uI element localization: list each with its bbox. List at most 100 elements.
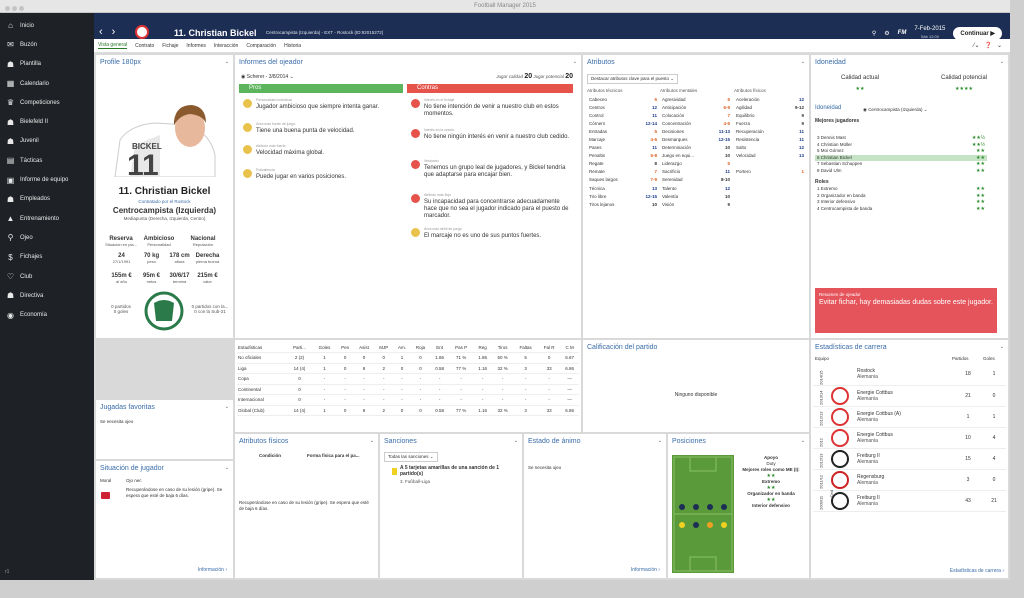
search-icon[interactable]: ⚲ [871,30,877,37]
career-link[interactable]: Estadísticas de carrera › [949,568,1004,574]
club-crest-icon[interactable] [135,25,149,39]
list-item[interactable]: 2 Organizador en banda ★★ [815,193,987,200]
stats-col[interactable]: Parti... [286,342,313,353]
fact-value: 155m € [111,273,132,279]
stats-col[interactable]: C M [560,342,579,353]
sidebar-item[interactable]: ▦ Calendario [0,74,94,93]
subnav-tools[interactable]: ⁄⌄ ❓ ⌄ [973,43,1002,49]
subnav-tab[interactable]: Informes [186,42,206,49]
table-row[interactable]: 2012/13 Freiburg II Alemania 15 4 [813,448,1006,470]
sidebar-item[interactable]: ♛ Competiciones [0,93,94,112]
table-row[interactable]: 2012 Energie Cottbus Alemania 10 4 [813,427,1006,449]
stats-cell: 0 [538,352,561,364]
sidebar-item[interactable]: ☗ Juvenil [0,132,94,151]
stats-col[interactable]: Roja [410,342,431,353]
sidebar-item[interactable]: ♡ Club [0,267,94,286]
subnav-tab[interactable]: Fichaje [162,42,179,49]
sidebar-item[interactable]: ◉ Economía [0,305,94,324]
sidebar-item[interactable]: ☗ Directiva [0,286,94,305]
stats-col[interactable]: Asist [353,342,375,353]
list-item[interactable]: 4 Centrocampista de banda ★★ [815,206,987,213]
chevron-down-icon[interactable]: ⌄ [513,438,518,444]
national-crest-icon[interactable] [144,291,184,331]
list-item[interactable]: 3 Interior defensivo ★★ [815,199,987,206]
stats-col[interactable]: Pas P [448,342,474,353]
chevron-down-icon[interactable]: ⌄ [800,438,805,444]
item-stars: ★★ [976,148,985,154]
subnav-tab[interactable]: Comparación [246,42,277,49]
forward-icon[interactable]: › [111,26,116,38]
sidebar-item-icon: ☗ [6,291,15,301]
subnav-tab[interactable]: Historia [284,42,302,49]
window-controls[interactable] [5,4,26,17]
apps: 3 [954,469,982,491]
subnav-tab[interactable]: Vista general [98,42,128,49]
subnav-tab[interactable]: Interacción [213,42,239,49]
stats-cell: 9 [353,405,375,416]
sidebar-item[interactable]: $ Fichajes [0,248,94,267]
morale-info-link[interactable]: Información › [630,567,660,573]
stats-cell: 0 [286,384,313,395]
list-item[interactable]: 5 Moi Gómez ★★ [815,148,987,155]
table-row[interactable]: 2014/15 Rostock Alemania 18 1 [813,364,1006,386]
sidebar-item[interactable]: ☗ Bielefeld II [0,112,94,131]
list-item[interactable]: 1 Extremo ★★ [815,186,987,193]
list-item[interactable]: 7 Sebastian Schuppen ★★ [815,161,987,168]
attr-name: Técnica [589,185,605,191]
nav-buttons[interactable]: ‹ › [99,26,124,38]
table-row[interactable]: 2013/14 Energie Cottbus Alemania 21 0 [813,385,1006,407]
loan-info[interactable]: Contratado por el Rostock [138,199,191,204]
sidebar-item-label: Directiva [20,292,44,299]
chevron-down-icon[interactable]: ⌄ [999,59,1004,65]
sidebar-item[interactable]: ✉ Buzón [0,35,94,54]
sidebar-item[interactable]: ▣ Informe de equipo [0,170,94,189]
continue-button[interactable]: Continuar ▶ [953,26,1002,40]
sidebar-item[interactable]: ⌂ Inicio [0,16,94,35]
globe-icon[interactable]: ⚙ [884,30,890,37]
chevron-down-icon[interactable]: ⌄ [572,59,577,65]
chevron-down-icon[interactable]: ⌄ [224,404,229,410]
table-row: Continental 0- - - - - - - - - - - - — [237,384,579,395]
stats-col[interactable]: Faltas [513,342,539,353]
table-row[interactable]: 2011/12 Regensburg Alemania 3 0 [813,469,1006,491]
attr-name [734,160,785,168]
scout-select[interactable]: ◉ Scherer - 3/8/2014 ⌄ [241,74,294,80]
item-stars: ★★ [976,205,985,212]
list-item[interactable]: 3 Dennis Mast ★★½ [815,135,987,142]
info-link[interactable]: Información › [197,567,227,573]
stats-col[interactable]: Fal R [538,342,561,353]
chevron-down-icon[interactable]: ⌄ [800,59,805,65]
chevron-down-icon[interactable]: ⌄ [224,465,229,471]
back-icon[interactable]: ‹ [99,26,103,38]
stats-col[interactable]: Goles [312,342,337,353]
sidebar-item[interactable]: ☗ Empleados [0,190,94,209]
chevron-down-icon[interactable]: ⌄ [369,438,374,444]
list-item[interactable]: 8 David Ulm ★★ [815,168,987,175]
table-row[interactable]: 2012/13 Energie Cottbus (A) Alemania 1 1 [813,406,1006,428]
stats-col[interactable]: Estadísticas [237,342,287,353]
sidebar-item[interactable]: ▤ Tácticas [0,151,94,170]
list-item[interactable]: 4 Christian Müller ★★½ [815,142,987,149]
list-item[interactable]: 6 Christian Bickel ★★ [815,154,987,161]
sanctions-dropdown[interactable]: Todas las sanciones ⌄ [384,452,438,462]
fm-logo[interactable]: FM [897,30,907,36]
stats-col[interactable]: Tiros [491,342,514,353]
sidebar-item[interactable]: ▲ Entrenamiento [0,209,94,228]
sidebar-item[interactable]: ⚲ Ojeo [0,228,94,247]
game-date[interactable]: 7-Feb-2015 Sáb 12:00 [914,26,946,39]
suitability-position[interactable]: ◉ Centrocampista (Izquierda) ⌄ [863,107,928,112]
stats-col[interactable]: Pen [336,342,354,353]
subnav-tab[interactable]: Contrato [135,42,155,49]
sidebar-item[interactable]: ☗ Plantilla [0,55,94,74]
season: 2013/14 [813,385,829,406]
highlight-dropdown[interactable]: Destacar atributos clave para el puesto … [587,74,679,84]
chevron-down-icon[interactable]: ⌄ [657,438,662,444]
sidebar-item-icon: ♛ [6,98,15,108]
stats-col[interactable]: MJP [374,342,394,353]
chevron-down-icon[interactable]: ⌄ [224,59,229,65]
stats-col[interactable]: Ent [430,342,449,353]
chevron-down-icon[interactable]: ⌄ [999,344,1004,350]
stats-col[interactable]: Reg [473,342,492,353]
table-row[interactable]: 2009/11 Freiburg II Alemania 43 21 [813,490,1006,512]
stats-col[interactable]: Am. [393,342,411,353]
